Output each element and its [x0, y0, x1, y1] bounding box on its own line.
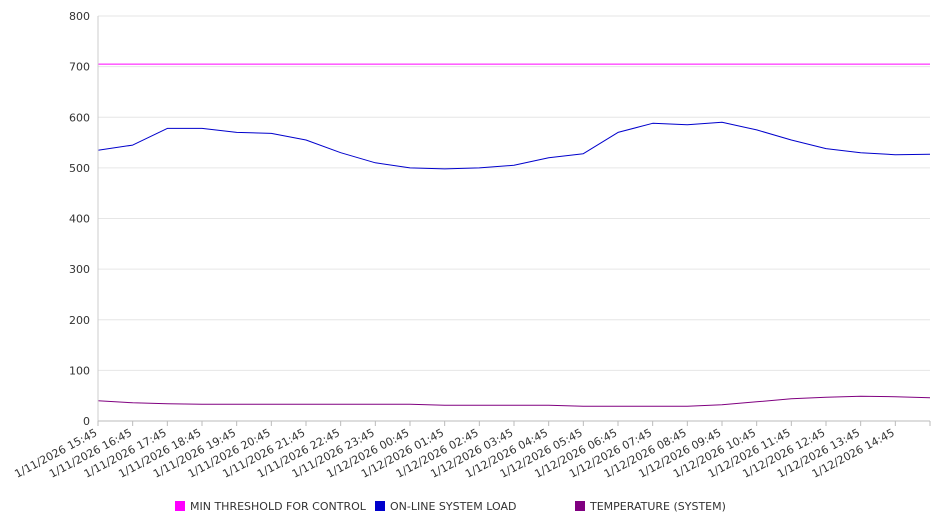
- series-line-2: [97, 395, 931, 407]
- legend-label-system-load: ON-LINE SYSTEM LOAD: [390, 499, 517, 513]
- y-tick-label: 100: [69, 364, 90, 377]
- legend-swatch-system-load: [375, 501, 385, 511]
- legend-label-min-threshold: MIN THRESHOLD FOR CONTROL: [190, 499, 366, 513]
- y-tick-label: 300: [69, 263, 90, 276]
- x-axis-ticks: 1/11/2026 15:451/11/2026 16:451/11/2026 …: [12, 421, 931, 481]
- legend: MIN THRESHOLD FOR CONTROL ON-LINE SYSTEM…: [175, 498, 726, 514]
- y-tick-label: 700: [69, 61, 90, 74]
- legend-label-temperature: TEMPERATURE (SYSTEM): [590, 499, 726, 513]
- grid-lines: [98, 15, 930, 371]
- legend-swatch-temperature: [575, 501, 585, 511]
- legend-swatch-min-threshold: [175, 501, 185, 511]
- legend-item-min-threshold[interactable]: MIN THRESHOLD FOR CONTROL: [175, 500, 375, 513]
- y-tick-label: 0: [83, 415, 90, 428]
- y-axis-ticks: 0 100 200 300 400 500 600 700 800: [69, 10, 90, 428]
- legend-item-system-load[interactable]: ON-LINE SYSTEM LOAD: [375, 500, 575, 513]
- y-tick-label: 200: [69, 314, 90, 327]
- y-tick-label: 400: [69, 213, 90, 226]
- y-tick-label: 600: [69, 111, 90, 124]
- y-tick-label: 500: [69, 162, 90, 175]
- series-lines: [97, 63, 931, 407]
- series-line-1: [97, 121, 931, 170]
- y-tick-label: 800: [69, 10, 90, 23]
- legend-item-temperature[interactable]: TEMPERATURE (SYSTEM): [575, 500, 726, 513]
